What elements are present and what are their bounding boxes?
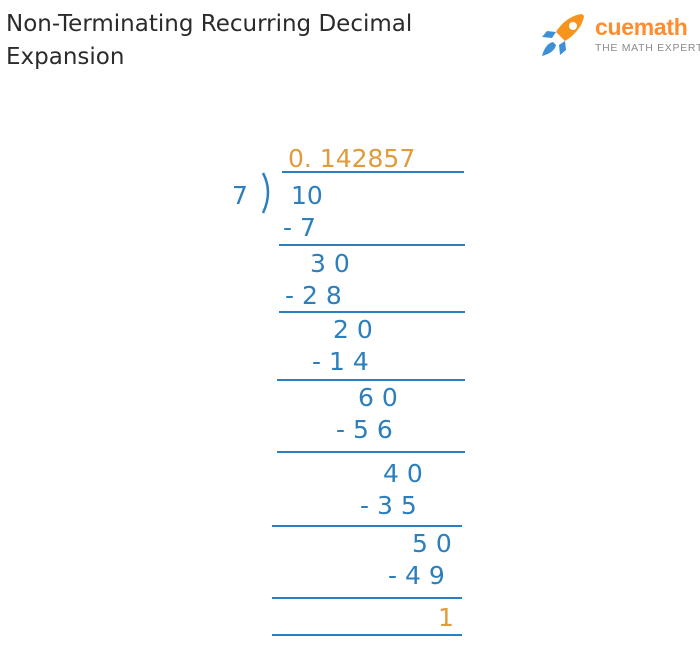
- step-2-subtract: - 2 8: [285, 281, 342, 310]
- division-bracket: [261, 172, 270, 214]
- step-6-subtract: - 4 9: [388, 561, 445, 590]
- final-line: [272, 634, 462, 636]
- step-4-subtract: - 5 6: [336, 415, 393, 444]
- quotient: 0. 142857: [288, 144, 416, 173]
- cuemath-logo: cuemath THE MATH EXPERT: [538, 12, 700, 62]
- divisor: 7: [232, 181, 248, 210]
- step-6-line: [272, 597, 462, 599]
- step-4-dividend: 6 0: [358, 383, 398, 412]
- rocket-icon: [542, 14, 584, 56]
- remainder: 1: [438, 603, 454, 632]
- step-3-line: [277, 379, 465, 381]
- brand-name: cuemath: [595, 14, 688, 40]
- step-5-line: [272, 525, 462, 527]
- step-5-subtract: - 3 5: [360, 491, 417, 520]
- page-title: Non-Terminating Recurring Decimal Expans…: [6, 11, 413, 70]
- step-3-subtract: - 1 4: [312, 347, 369, 376]
- step-4-line: [277, 451, 465, 453]
- step-1-subtract: - 7: [283, 213, 316, 242]
- brand-tagline: THE MATH EXPERT: [595, 42, 700, 54]
- step-6-dividend: 5 0: [412, 529, 452, 558]
- step-3-dividend: 2 0: [333, 315, 373, 344]
- division-bar: [282, 171, 464, 173]
- step-5-dividend: 4 0: [383, 459, 423, 488]
- step-1-dividend: 10: [291, 181, 323, 210]
- step-1-line: [279, 244, 465, 246]
- step-2-line: [279, 311, 465, 313]
- step-2-dividend: 3 0: [310, 249, 350, 278]
